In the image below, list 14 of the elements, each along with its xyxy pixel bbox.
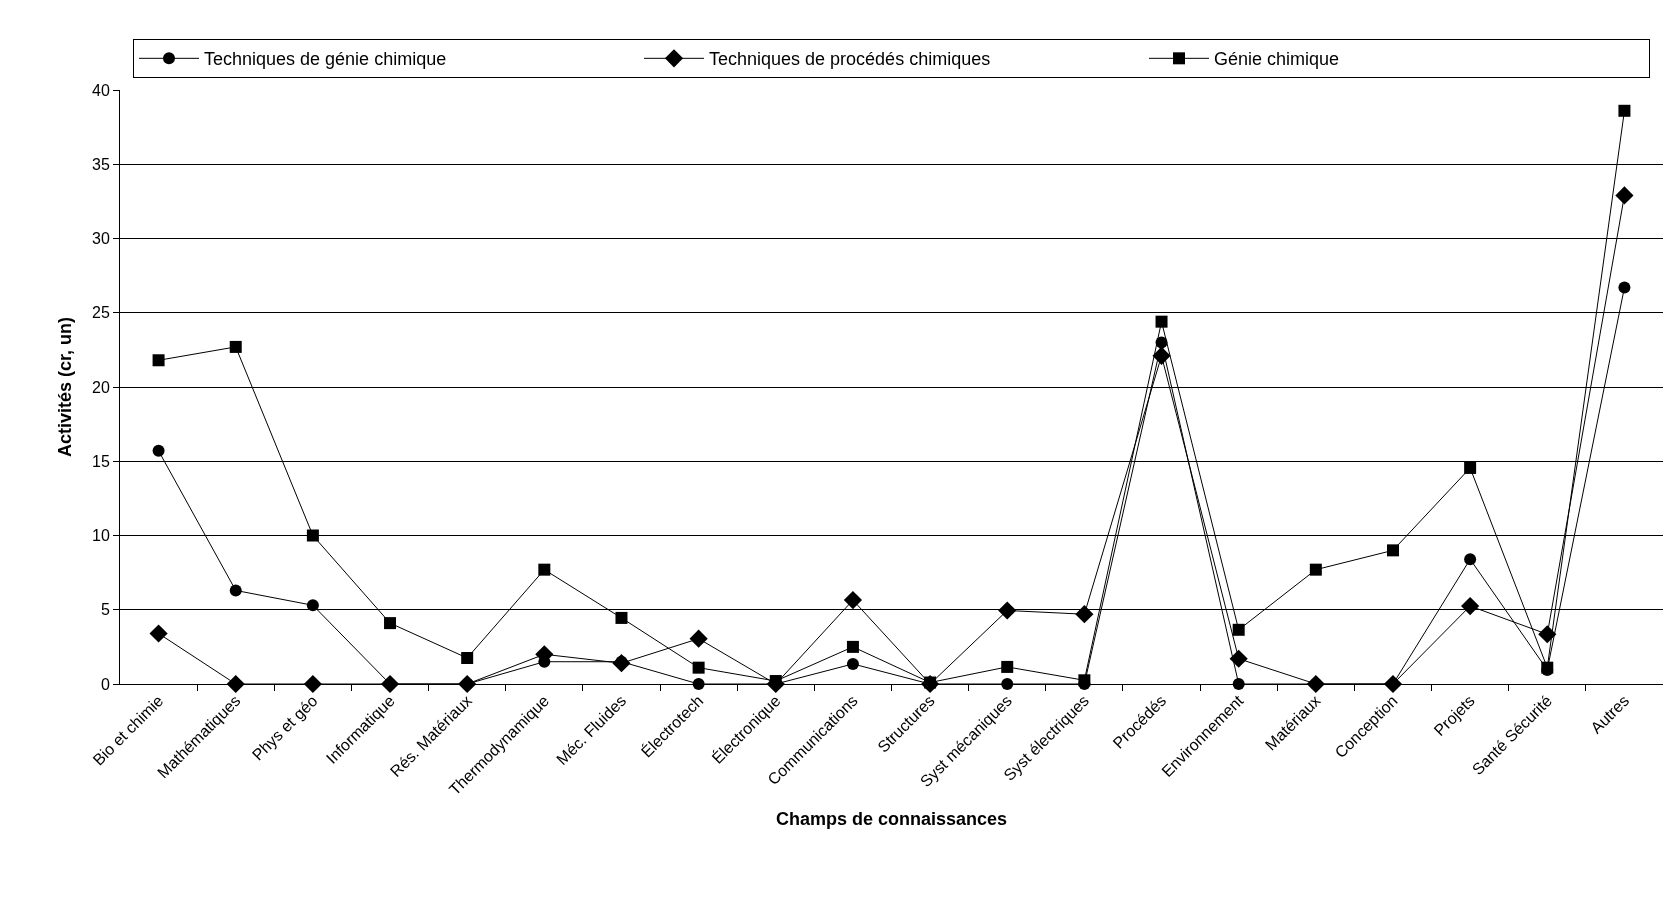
y-tick-label: 0 <box>100 675 110 693</box>
legend-label: Génie chimique <box>1214 49 1340 70</box>
y-axis-title: Activités (cr, un) <box>55 316 76 458</box>
y-tick-label: 35 <box>92 155 110 173</box>
x-axis-title: Champs de connaissances <box>775 809 1008 830</box>
y-tick-label: 25 <box>92 304 110 322</box>
legend-label: Techniques de génie chimique <box>204 49 447 70</box>
y-tick-label: 20 <box>92 378 110 396</box>
y-tick-label: 30 <box>92 230 110 248</box>
y-tick-label: 15 <box>92 452 110 470</box>
legend-label: Techniques de procédés chimiques <box>709 49 991 70</box>
y-tick-label: 40 <box>92 81 110 99</box>
y-tick-label: 10 <box>92 527 110 545</box>
y-tick-label: 5 <box>100 601 110 619</box>
